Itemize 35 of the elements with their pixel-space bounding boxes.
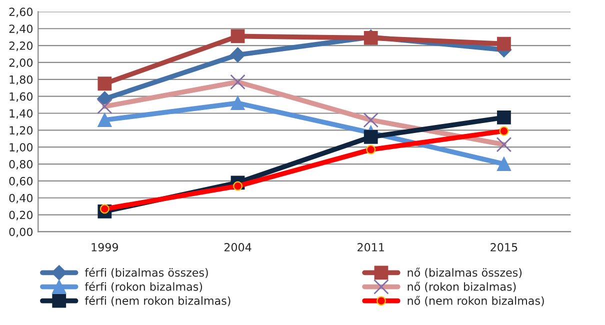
x-tick-label: 2015: [490, 243, 518, 252]
y-tick-label: 0,00: [9, 228, 33, 238]
legend-label: nő (bizalmas összes): [408, 268, 522, 278]
y-tick-label: 1,40: [10, 109, 33, 119]
y-tick-label: 2,60: [9, 8, 33, 18]
x-tick-label: 2011: [358, 243, 384, 252]
point: [230, 47, 246, 62]
point: [497, 157, 511, 171]
x-tick-label: 1999: [92, 243, 118, 252]
point: [98, 76, 112, 91]
y-tick-label: 2,40: [9, 24, 33, 34]
legend-label: nő (rokon bizalmas): [408, 282, 516, 292]
legend-label: nő (nem rokon bizalmas): [408, 296, 544, 306]
point: [364, 130, 378, 144]
x-tick-label: 2004: [224, 243, 252, 252]
legend-label: férfi (nem rokon bizalmas): [84, 296, 230, 306]
y-tick-label: 1,80: [10, 75, 33, 85]
y-tick-label: 0,80: [9, 160, 33, 170]
y-tick-label: 2,00: [9, 58, 33, 68]
y-tick-label: 2,20: [9, 42, 33, 52]
y-tick-label: 0,60: [9, 176, 33, 186]
point: [497, 110, 511, 124]
point: [497, 36, 511, 51]
point: [230, 29, 245, 44]
point: [230, 96, 245, 110]
y-tick-label: 1,60: [10, 92, 33, 102]
point: [98, 113, 112, 127]
y-tick-label: 1,00: [10, 143, 33, 153]
point: [499, 126, 509, 136]
y-tick-label: 0,20: [9, 210, 33, 220]
legend-label: férfi (rokon bizalmas): [84, 282, 202, 292]
point: [366, 144, 376, 154]
y-tick-label: 1,20: [10, 126, 33, 136]
legend-label: férfi (bizalmas összes): [84, 268, 208, 278]
y-tick-label: 0,40: [9, 194, 33, 204]
